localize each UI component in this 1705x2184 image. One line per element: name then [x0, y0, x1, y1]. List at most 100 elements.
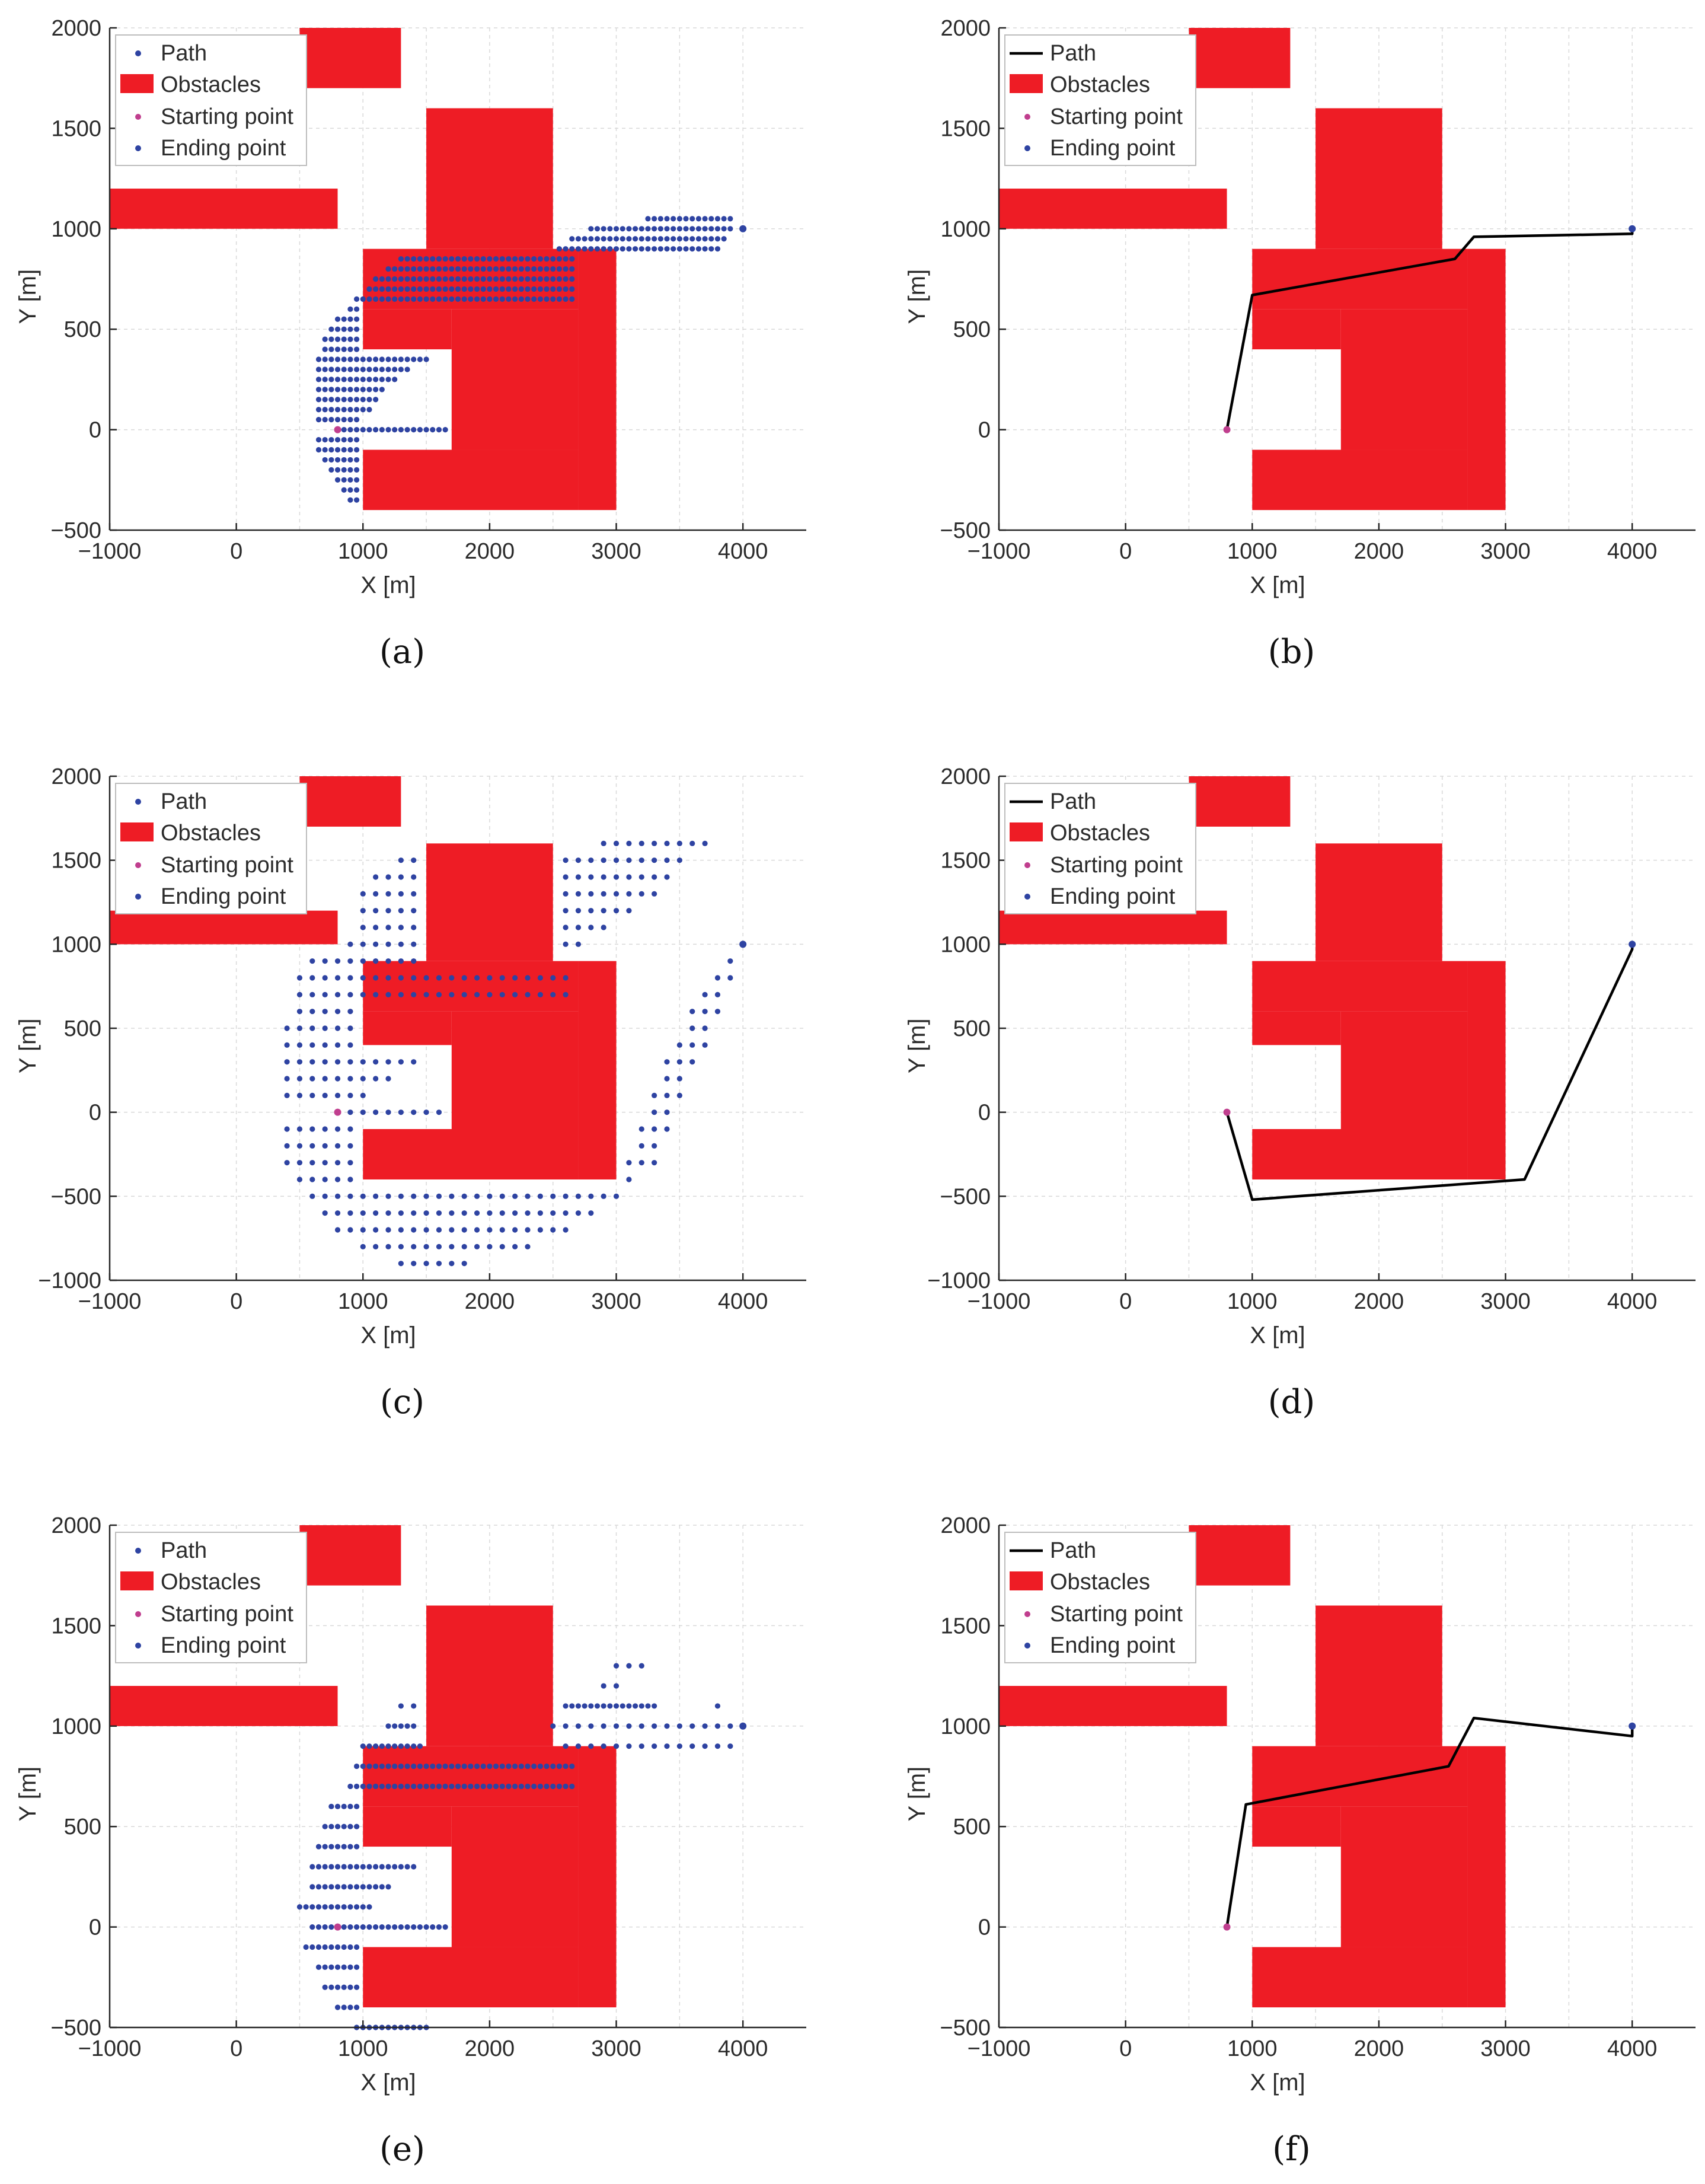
explored-point [347, 1823, 353, 1829]
explored-point [411, 874, 417, 880]
explored-point [404, 286, 410, 292]
explored-point [366, 1904, 372, 1910]
explored-point [727, 958, 733, 964]
explored-point [638, 236, 644, 242]
explored-point [341, 2004, 347, 2010]
obstacle-rect [999, 1686, 1227, 1726]
obstacle-rect [999, 189, 1227, 229]
explored-point [353, 1984, 360, 1990]
explored-point [341, 316, 347, 322]
explored-point [353, 1924, 360, 1930]
explored-point [430, 427, 436, 433]
explored-point [373, 356, 379, 362]
explored-point [347, 991, 353, 997]
explored-point [322, 1143, 328, 1149]
explored-point [461, 975, 467, 981]
explored-point [455, 286, 461, 292]
y-tick-label: 2000 [51, 16, 101, 41]
explored-point [537, 975, 543, 981]
explored-point [328, 356, 334, 362]
explored-point [442, 427, 448, 433]
explored-point [360, 1227, 366, 1233]
explored-point [537, 276, 543, 282]
explored-point [328, 436, 334, 443]
explored-point [398, 1723, 404, 1729]
explored-point [727, 1743, 733, 1749]
explored-point [398, 991, 404, 997]
explored-point [449, 256, 455, 262]
explored-point [392, 276, 398, 282]
explored-point [525, 286, 531, 292]
explored-point [455, 266, 461, 272]
explored-point [449, 1783, 455, 1790]
y-tick-label: −500 [50, 518, 101, 543]
end-point-marker [739, 1722, 747, 1730]
explored-point [328, 336, 334, 342]
explored-point [544, 256, 550, 262]
explored-point [537, 286, 543, 292]
explored-point [417, 296, 423, 302]
explored-point [322, 1092, 328, 1098]
explored-point [512, 1227, 518, 1233]
explored-point [373, 387, 379, 393]
obstacle-rect [1189, 776, 1291, 827]
explored-point [657, 216, 663, 222]
explored-point [309, 1092, 315, 1098]
explored-point [328, 387, 334, 393]
explored-point [398, 366, 404, 372]
explored-point [379, 1924, 385, 1930]
explored-point [626, 908, 632, 914]
explored-point [404, 1864, 410, 1870]
explored-point [411, 958, 417, 964]
explored-point [296, 1092, 303, 1098]
explored-point [392, 296, 398, 302]
explored-point [714, 1009, 721, 1015]
explored-point [392, 377, 398, 382]
explored-point [411, 1244, 417, 1249]
explored-point [347, 336, 353, 342]
obstacle-rect [451, 1011, 579, 1129]
explored-point [353, 1783, 360, 1790]
explored-point [550, 1227, 556, 1233]
explored-point [670, 216, 676, 222]
explored-point [385, 1864, 391, 1870]
explored-point [411, 908, 417, 914]
legend-label: Starting point [1050, 104, 1183, 129]
explored-point [588, 924, 594, 930]
y-tick-label: 500 [953, 1815, 991, 1839]
obstacle-rect [299, 776, 401, 827]
explored-point [347, 1984, 353, 1990]
explored-point [284, 1092, 290, 1098]
explored-point [563, 924, 569, 930]
explored-point [322, 1210, 328, 1216]
explored-point [411, 924, 417, 930]
explored-point [398, 1703, 404, 1709]
explored-point [474, 1783, 480, 1790]
explored-point [373, 874, 379, 880]
legend: Path Obstacles Starting point Ending point [115, 783, 307, 914]
explored-point [411, 991, 417, 997]
x-tick-label: 4000 [718, 2036, 768, 2061]
explored-point [474, 286, 480, 292]
explored-point [702, 236, 708, 242]
explored-point [468, 296, 474, 302]
explored-point [544, 276, 550, 282]
explored-point [638, 891, 644, 897]
explored-point [360, 397, 366, 403]
x-tick-label: 0 [230, 1289, 242, 1314]
explored-point [360, 1864, 366, 1870]
explored-point [411, 891, 417, 897]
explored-point [702, 216, 708, 222]
start-point-marker [334, 1923, 341, 1931]
explored-point [309, 1160, 315, 1166]
explored-point [341, 366, 347, 372]
legend-obstacle-swatch [1010, 822, 1043, 841]
explored-point [638, 246, 644, 252]
explored-point [404, 356, 410, 362]
explored-point [442, 256, 448, 262]
explored-point [373, 1059, 379, 1065]
explored-point [398, 941, 404, 947]
explored-point [506, 296, 512, 302]
explored-point [449, 286, 455, 292]
explored-point [487, 1763, 493, 1769]
